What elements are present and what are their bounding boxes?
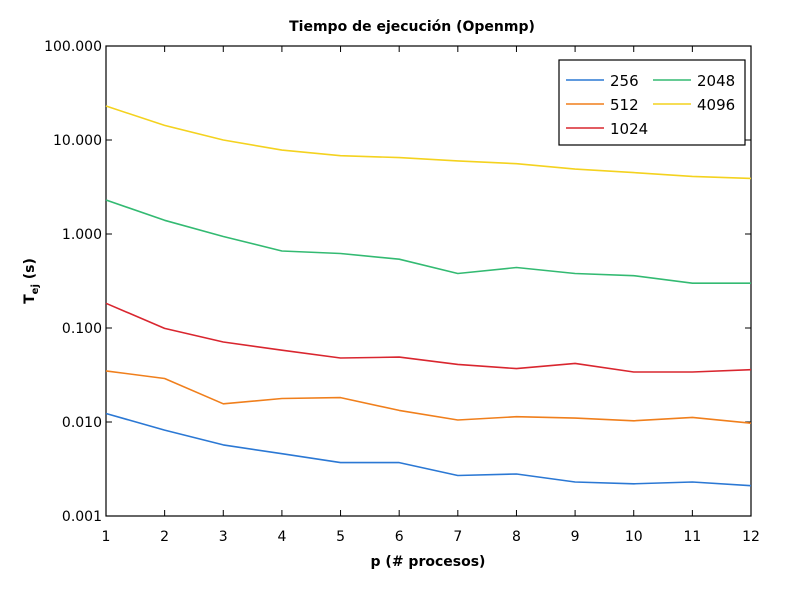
x-axis: 1 2 3 4 5 6 7 8 9 10 11 12: [102, 46, 760, 545]
legend-label-1024: 1024: [610, 120, 648, 138]
x-tick-label: 6: [395, 529, 404, 545]
series-line-2048: [105, 199, 751, 285]
series-line-1024: [105, 302, 752, 373]
y-axis-label-unit: (s): [22, 258, 38, 284]
legend: 256 512 1024 2048 4096: [558, 59, 746, 146]
x-tick-label: 2: [160, 529, 169, 545]
series-line-512: [105, 370, 752, 424]
y-tick-label: 0.001: [62, 509, 102, 525]
legend-label-4096: 4096: [697, 96, 735, 114]
series-line-4096: [105, 105, 752, 180]
y-tick-label: 10.000: [53, 133, 102, 149]
chart-title: Tiempo de ejecución (Openmp): [289, 19, 535, 35]
x-tick-label: 7: [453, 529, 462, 545]
x-tick-label: 8: [512, 529, 521, 545]
x-tick-label: 10: [625, 529, 643, 545]
y-axis-label-subscript: ej: [30, 284, 41, 294]
y-tick-label: 0.010: [62, 415, 102, 431]
x-tick-label: 1: [102, 529, 111, 545]
y-axis: 100.000 10.000 1.000 0.100 0.010 0.001: [44, 39, 751, 525]
x-tick-label: 4: [277, 529, 286, 545]
x-tick-label: 5: [336, 529, 345, 545]
series-line-256: [105, 412, 752, 487]
legend-label-256: 256: [610, 72, 639, 90]
plot-frame: [105, 45, 752, 517]
x-tick-label: 3: [219, 529, 228, 545]
x-axis-label: p (# procesos): [371, 554, 486, 570]
x-tick-label: 12: [742, 529, 760, 545]
legend-box: [558, 59, 746, 146]
x-tick-label: 11: [683, 529, 701, 545]
y-tick-label: 100.000: [44, 39, 102, 55]
legend-label-512: 512: [610, 96, 639, 114]
series-lines: [105, 105, 752, 487]
y-axis-label: Tej (s): [22, 258, 41, 304]
y-axis-label-main: T: [22, 294, 38, 304]
y-tick-label: 0.100: [62, 321, 102, 337]
y-tick-label: 1.000: [62, 227, 102, 243]
x-tick-label: 9: [571, 529, 580, 545]
legend-label-2048: 2048: [697, 72, 735, 90]
